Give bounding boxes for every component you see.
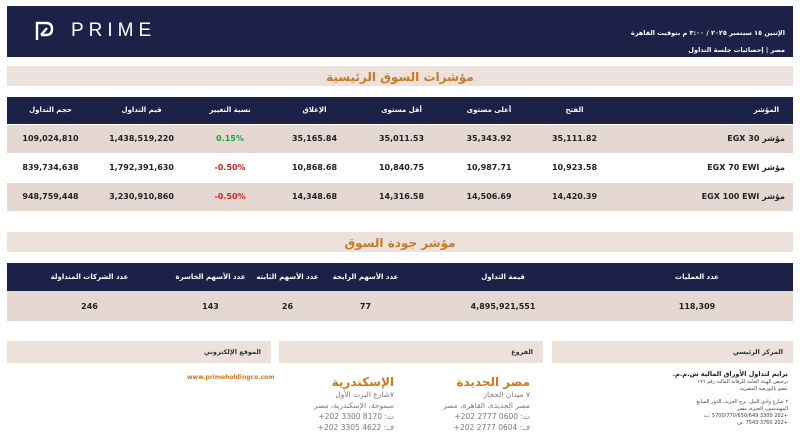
table-header-row: حجم التداول قيم التداول نسبة التغيير الإ…	[7, 97, 793, 124]
open-cell: 10,923.58	[533, 152, 616, 182]
high-cell: 10,987.71	[445, 152, 533, 182]
open-cell: 35,111.82	[533, 123, 616, 153]
volume-cell: 839,734,638	[7, 152, 94, 182]
col-open: الفتح	[533, 97, 616, 124]
table-row: 839,734,638 1,792,391,630 -0.50% 10,868.…	[7, 152, 793, 182]
change-cell: -0.50%	[189, 152, 271, 182]
low-cell: 35,011.53	[358, 123, 445, 153]
col-unchanged: عدد الأسهم الثابته	[249, 263, 326, 291]
branch-address-line: ٧ ميدان الحجاز	[483, 390, 530, 399]
hq-label: المركز الرئيسي	[732, 348, 783, 356]
low-cell: 14,316.58	[358, 181, 445, 211]
col-transactions: عدد العمليات	[601, 263, 793, 291]
prime-logo-icon	[35, 21, 54, 40]
branch-phone: ت: 8170 3300 202+	[318, 412, 394, 421]
quality-section-title: مؤشر جودة السوق	[344, 236, 456, 250]
website-link[interactable]: www.primeholdingco.com	[187, 374, 275, 381]
value-cell: 1,438,519,220	[94, 123, 189, 153]
branch-heliopolis: مصر الجديدة ٧ ميدان الحجاز مصر الجديدة، …	[443, 375, 530, 433]
report-subtitle: مصر | إحصائيات جلسة التداول	[688, 46, 785, 54]
branch-phone: ت: 0600 2777 202+	[454, 412, 530, 421]
prime-logo: PRIME	[33, 20, 156, 42]
company-name: برايم لتداول الأوراق المالية ش.م.م.	[672, 370, 788, 378]
hq-address-line: المهندسين، الجيزة، مصر	[737, 406, 788, 412]
license-line: ترخيص الهيئة العامة للرقابة المالية رقم …	[697, 379, 788, 385]
col-traded-companies: عدد الشركات المتداولة	[7, 263, 172, 291]
branch-address-line: سموحة، الإسكندرية، مصر	[313, 401, 394, 410]
col-value: قيم التداول	[94, 97, 189, 124]
col-gainers: عدد الأسهم الرابحة	[326, 263, 405, 291]
gainers-cell: 77	[326, 291, 405, 321]
branch-address-line: مصر الجديدة، القاهرة، مصر	[443, 401, 530, 410]
branch-address-line: ٧شارع البرت الأول	[335, 390, 394, 399]
market-section-title: مؤشرات السوق الرئيسية	[326, 70, 474, 84]
table-row: 109,024,810 1,438,519,220 0.15% 35,165.8…	[7, 123, 793, 153]
table-row: 948,759,448 3,230,910,860 -0.50% 14,348.…	[7, 181, 793, 211]
close-cell: 14,348.68	[271, 181, 358, 211]
high-cell: 14,506.69	[445, 181, 533, 211]
header-bar: PRIME الإثنين ١٥ سبتمبر ٢٠٢٥ / ٣:٠٠ م بت…	[7, 6, 793, 57]
col-volume: حجم التداول	[7, 97, 94, 124]
hq-fax: +202 3760 7543 :ف	[737, 420, 788, 426]
branch-fax: ف: 0604 2777 202+	[453, 423, 530, 432]
table-row: 246 143 26 77 4,895,921,551 118,309	[7, 291, 793, 321]
value-cell: 3,230,910,860	[94, 181, 189, 211]
branches-bar: الفروع	[279, 341, 543, 363]
table-header-row: عدد الشركات المتداولة عدد الأسهم الخاسرة…	[7, 263, 793, 291]
col-traded-value: قيمة التداول	[405, 263, 601, 291]
unchanged-cell: 26	[249, 291, 326, 321]
change-cell: 0.15%	[189, 123, 271, 153]
brand-name: PRIME	[71, 20, 157, 41]
index-name-cell: مؤشر EGX 30	[616, 123, 793, 153]
hq-bar: المركز الرئيسي	[552, 341, 793, 363]
headquarters-info: برايم لتداول الأوراق المالية ش.م.م. ترخي…	[663, 370, 788, 427]
change-cell: -0.50%	[189, 181, 271, 211]
index-name-cell: مؤشر EGX 70 EWI	[616, 152, 793, 182]
session-date: الإثنين ١٥ سبتمبر ٢٠٢٥ / ٣:٠٠ م بتوقيت ا…	[630, 29, 785, 37]
col-low: أقل مستوى	[358, 97, 445, 124]
close-cell: 10,868.68	[271, 152, 358, 182]
col-losers: عدد الأسهم الخاسرة	[172, 263, 249, 291]
col-change: نسبة التغيير	[189, 97, 271, 124]
value-cell: 1,792,391,630	[94, 152, 189, 182]
market-indices-table: حجم التداول قيم التداول نسبة التغيير الإ…	[7, 97, 793, 211]
branch-alexandria: الإسكندرية ٧شارع البرت الأول سموحة، الإس…	[314, 375, 394, 433]
branch-fax: ف: 4622 3305 202+	[317, 423, 394, 432]
hq-phone: +202 3300 5700/770/650/649 :ت	[703, 413, 788, 419]
close-cell: 35,165.84	[271, 123, 358, 153]
branches-label: الفروع	[511, 348, 533, 356]
index-name-cell: مؤشر EGX 100 EWI	[616, 181, 793, 211]
transactions-cell: 118,309	[601, 291, 793, 321]
col-close: الإغلاق	[271, 97, 358, 124]
volume-cell: 109,024,810	[7, 123, 94, 153]
quality-section-band: مؤشر جودة السوق	[7, 232, 793, 252]
branch-title: مصر الجديدة	[456, 375, 530, 389]
market-section-band: مؤشرات السوق الرئيسية	[7, 66, 793, 86]
high-cell: 35,343.92	[445, 123, 533, 153]
website-bar: الموقع الإلكتروني	[7, 341, 271, 363]
open-cell: 14,420.39	[533, 181, 616, 211]
col-index: المؤشر	[616, 97, 793, 124]
losers-cell: 143	[172, 291, 249, 321]
low-cell: 10,840.75	[358, 152, 445, 182]
traded-value-cell: 4,895,921,551	[405, 291, 601, 321]
market-quality-table: عدد الشركات المتداولة عدد الأسهم الخاسرة…	[7, 263, 793, 321]
website-label: الموقع الإلكتروني	[203, 348, 261, 356]
col-high: أعلى مستوى	[445, 97, 533, 124]
membership-line: عضو بالبورصة المصرية	[740, 386, 788, 392]
volume-cell: 948,759,448	[7, 181, 94, 211]
branch-title: الإسكندرية	[331, 375, 394, 389]
hq-address-line: ٢ شارع وادي النيل، برج الحرية، الدور الس…	[696, 399, 788, 405]
traded-companies-cell: 246	[7, 291, 172, 321]
